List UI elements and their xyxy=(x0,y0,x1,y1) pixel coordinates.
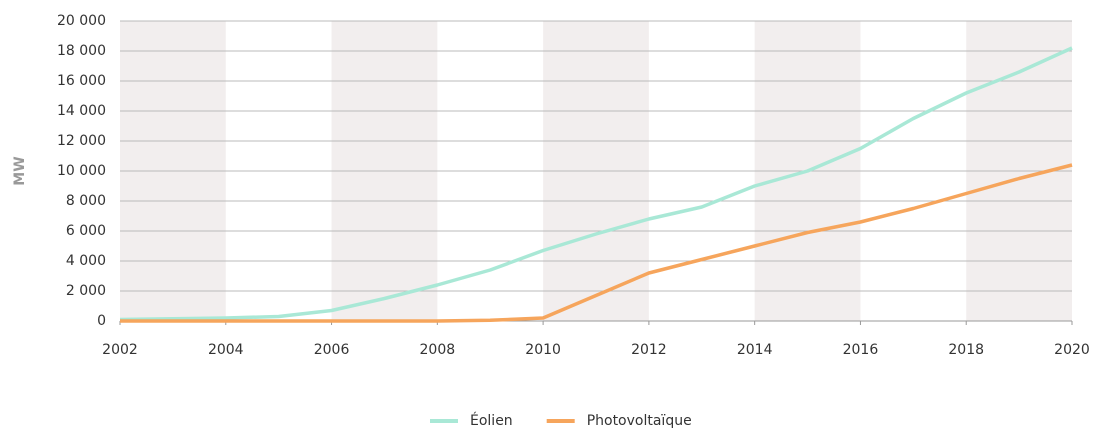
x-tick-label: 2006 xyxy=(314,342,350,358)
y-tick-label: 0 xyxy=(97,313,106,329)
y-tick-label: 2 000 xyxy=(66,283,106,299)
y-tick-label: 10 000 xyxy=(57,163,106,179)
y-tick-label: 8 000 xyxy=(66,193,106,209)
x-tick-label: 2010 xyxy=(525,342,561,358)
x-tick-label: 2012 xyxy=(631,342,667,358)
x-tick-label: 2014 xyxy=(737,342,773,358)
line xyxy=(119,46,1073,322)
y-axis-label: MW xyxy=(12,156,28,185)
legend-label: Photovoltaïque xyxy=(587,413,692,429)
x-tick-label: 2016 xyxy=(843,342,879,358)
x-tick-label: 2008 xyxy=(420,342,456,358)
legend-label: Éolien xyxy=(470,412,513,429)
y-tick-label: 20 000 xyxy=(57,13,106,29)
x-tick-label: 2020 xyxy=(1054,342,1090,358)
y-tick-label: 16 000 xyxy=(57,73,106,89)
y-tick-label: 12 000 xyxy=(57,133,106,149)
y-tick-label: 6 000 xyxy=(66,223,106,239)
x-tick-label: 2018 xyxy=(948,342,984,358)
x-tick-label: 2002 xyxy=(102,342,138,358)
y-tick-label: 18 000 xyxy=(57,43,106,59)
y-tick-label: 4 000 xyxy=(66,253,106,269)
line xyxy=(120,163,1073,323)
y-tick-label: 14 000 xyxy=(57,103,106,119)
x-tick-label: 2004 xyxy=(208,342,244,358)
